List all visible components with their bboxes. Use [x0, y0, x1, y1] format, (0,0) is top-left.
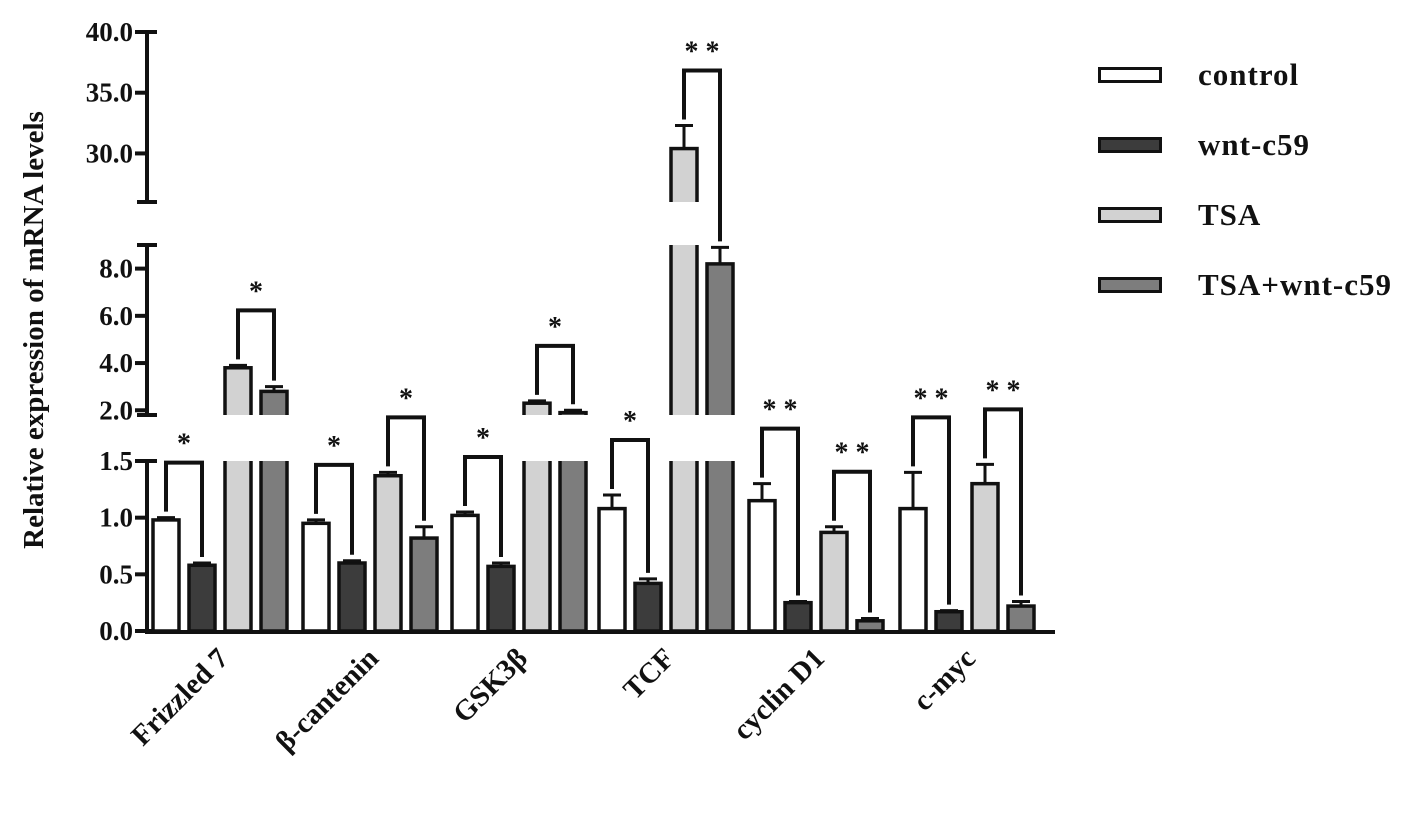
- y-tick-label: 0.5: [99, 559, 133, 589]
- legend-label: wnt-c59: [1198, 127, 1311, 162]
- significance-label: *: [327, 431, 341, 462]
- axis-break-gap: [557, 415, 589, 461]
- bar: [301, 521, 331, 633]
- legend-label: TSA+wnt-c59: [1198, 267, 1393, 302]
- x-tick-label: cyclin D1: [727, 642, 831, 746]
- bar: [855, 619, 885, 633]
- legend-item: TSA: [1098, 180, 1392, 250]
- bar: [486, 564, 516, 633]
- legend-swatch: [1098, 277, 1162, 293]
- significance-bracket: [314, 462, 354, 555]
- significance-label: *: [177, 429, 191, 460]
- x-tick-label: β-cantenin: [269, 642, 384, 757]
- bar: [409, 536, 439, 633]
- significance-bracket: [832, 469, 872, 613]
- x-tick-label: GSK3β: [447, 642, 534, 729]
- significance-bracket: [610, 438, 650, 573]
- significance-label: *: [399, 383, 413, 414]
- significance-label: *: [623, 406, 637, 437]
- y-tick-label: 1.0: [99, 503, 133, 533]
- x-tick-label: TCF: [617, 642, 681, 706]
- significance-label: *: [249, 276, 263, 307]
- bar: [633, 581, 663, 633]
- y-tick-label: 30.0: [86, 138, 133, 168]
- y-tick-label: 1.5: [99, 446, 133, 476]
- significance-bracket: [164, 460, 204, 557]
- legend-item: control: [1098, 40, 1392, 110]
- legend: control wnt-c59 TSA TSA+wnt-c59: [1098, 40, 1392, 320]
- bar: [747, 498, 777, 633]
- significance-bracket: [535, 343, 575, 405]
- bar: [819, 530, 849, 633]
- significance-label: * *: [835, 438, 870, 469]
- y-tick-label: 8.0: [99, 254, 133, 284]
- bar: [934, 609, 964, 633]
- y-tick-label: 40.0: [86, 17, 133, 47]
- significance-bracket: [760, 426, 800, 596]
- axis-break-gap: [222, 415, 254, 461]
- y-tick-label: 4.0: [99, 348, 133, 378]
- bar: [373, 473, 403, 633]
- bar: [151, 518, 181, 633]
- bar: [597, 506, 627, 633]
- legend-swatch: [1098, 207, 1162, 223]
- significance-bracket: [463, 455, 503, 557]
- axis-break-gap: [521, 415, 553, 461]
- significance-bracket: [983, 407, 1023, 596]
- bar: [898, 506, 928, 633]
- legend-item: wnt-c59: [1098, 110, 1392, 180]
- significance-label: * *: [914, 383, 949, 414]
- bar: [450, 513, 480, 633]
- y-tick-label: 2.0: [99, 395, 133, 425]
- significance-label: * *: [986, 375, 1021, 406]
- bar: [970, 481, 1000, 633]
- legend-label: control: [1198, 57, 1300, 92]
- axis-break-gap: [704, 415, 736, 461]
- axis-break-gap: [668, 415, 700, 461]
- x-tick-label: Frizzled 7: [125, 642, 235, 752]
- axis-break-gap: [258, 415, 290, 461]
- significance-bracket: [682, 68, 722, 242]
- axis-break-gap: [668, 202, 700, 245]
- y-axis-title: Relative expression of mRNA levels: [18, 111, 50, 549]
- bar: [783, 600, 813, 633]
- significance-bracket: [386, 415, 426, 521]
- significance-label: * *: [685, 37, 720, 68]
- significance-label: *: [476, 423, 490, 454]
- bar: [187, 563, 217, 633]
- bar: [337, 561, 367, 633]
- x-tick-label: c-myc: [907, 642, 982, 717]
- legend-swatch: [1098, 137, 1162, 153]
- bar: [223, 366, 253, 633]
- y-tick-label: 35.0: [86, 78, 133, 108]
- significance-label: * *: [763, 395, 798, 426]
- bar: [1006, 604, 1036, 633]
- y-tick-label: 0.0: [99, 616, 133, 646]
- legend-item: TSA+wnt-c59: [1098, 250, 1392, 320]
- significance-label: *: [548, 312, 562, 343]
- legend-label: TSA: [1198, 197, 1262, 232]
- legend-swatch: [1098, 67, 1162, 83]
- significance-bracket: [911, 415, 951, 605]
- y-tick-label: 6.0: [99, 301, 133, 331]
- significance-bracket: [236, 308, 276, 381]
